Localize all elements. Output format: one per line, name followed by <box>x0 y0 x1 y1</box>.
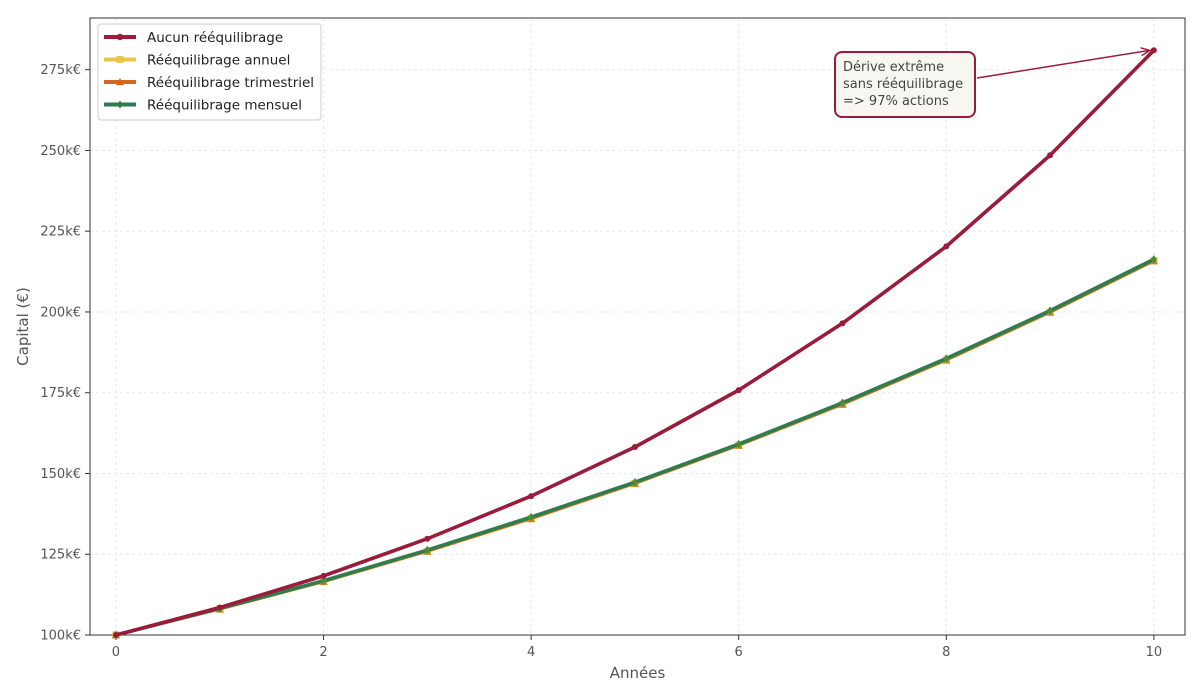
legend-item: Rééquilibrage trimestriel <box>104 75 314 91</box>
data-point <box>943 243 950 250</box>
data-point <box>116 33 124 41</box>
data-point <box>116 78 124 86</box>
data-point <box>943 354 950 363</box>
legend-item: Aucun rééquilibrage <box>104 30 283 46</box>
annotation-text: sans rééquilibrage <box>843 77 963 92</box>
plot-frame <box>89 17 1186 636</box>
annotation-arrow <box>976 50 1150 79</box>
y-tick-label: 250k€ <box>40 144 81 159</box>
series-lines <box>111 47 1159 640</box>
legend-box <box>97 23 322 121</box>
legend: Aucun rééquilibrage Rééquilibrage annuel R… <box>97 23 322 121</box>
data-point <box>1046 306 1054 315</box>
y-tick-label: 200k€ <box>40 305 81 320</box>
data-point <box>631 443 638 450</box>
legend-item: Rééquilibrage annuel <box>104 53 290 69</box>
x-tick-label: 10 <box>1146 645 1163 660</box>
legend-label: Rééquilibrage annuel <box>147 53 290 69</box>
data-point <box>320 576 327 585</box>
y-tick-label: 175k€ <box>40 386 81 401</box>
data-point <box>1150 255 1158 264</box>
y-tick-label: 225k€ <box>40 225 81 240</box>
legend-item: Rééquilibrage mensuel <box>104 98 302 114</box>
annotation-box <box>834 51 976 118</box>
annotation-text: => 97% actions <box>843 94 949 109</box>
data-point <box>839 320 846 327</box>
x-axis-label: Années <box>610 664 666 682</box>
x-tick-label: 4 <box>527 645 535 660</box>
data-point <box>839 398 846 407</box>
x-tick-label: 8 <box>942 645 950 660</box>
data-point <box>216 604 223 611</box>
data-point <box>112 632 119 638</box>
legend-label: Rééquilibrage mensuel <box>147 98 302 114</box>
data-point <box>424 535 431 542</box>
data-point <box>424 545 431 555</box>
data-point <box>320 572 327 579</box>
data-point <box>1150 47 1157 54</box>
data-point <box>1047 152 1054 159</box>
y-tick-label: 150k€ <box>40 467 81 482</box>
x-tick-label: 2 <box>319 645 327 660</box>
data-point <box>528 493 535 500</box>
data-point <box>735 439 742 449</box>
y-tick-label: 275k€ <box>40 63 81 78</box>
data-point <box>116 56 124 63</box>
y-tick-label: 100k€ <box>40 629 81 644</box>
legend-label: Aucun rééquilibrage <box>147 30 283 46</box>
data-point <box>631 478 639 487</box>
series-0 <box>112 47 1157 638</box>
axis-ticks: 0 2 4 6 8 10 100k€ 125k€ 150k€ 175k€ 200k€ 225k€ 250… <box>40 63 1162 660</box>
x-tick-label: 0 <box>112 645 120 660</box>
data-point <box>735 387 742 394</box>
x-tick-label: 6 <box>735 645 743 660</box>
annotation: Dérive extrême sans rééquilibrage => 97% a… <box>834 50 1150 118</box>
y-tick-label: 125k€ <box>40 548 81 563</box>
series-line <box>114 48 1156 637</box>
legend-label: Rééquilibrage trimestriel <box>147 75 314 91</box>
annotation-text: Dérive extrême <box>843 60 944 75</box>
data-point <box>527 512 535 522</box>
data-point <box>117 100 123 109</box>
y-axis-label: Capital (€) <box>14 287 32 366</box>
